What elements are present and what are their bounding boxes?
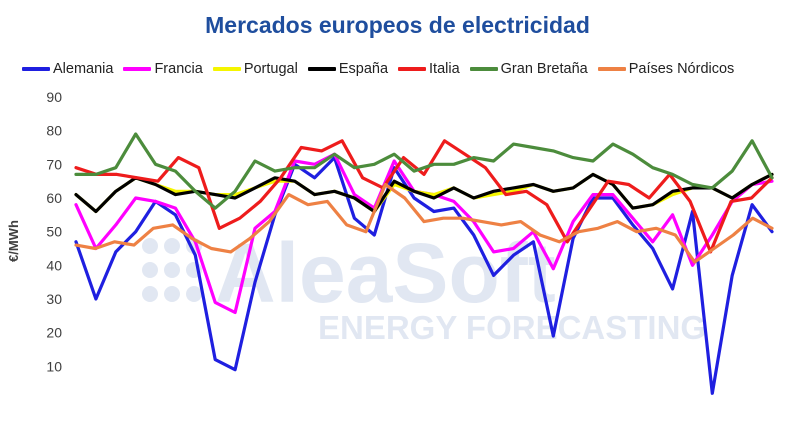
y-tick-label: 20 (46, 325, 62, 341)
y-tick-label: 50 (46, 224, 62, 240)
legend-item: España (307, 61, 389, 77)
y-tick-label: 30 (46, 291, 62, 307)
legend-swatch (123, 67, 152, 71)
series-line-españa (74, 172, 774, 214)
y-tick-label: 80 (46, 123, 62, 139)
legend-label: Alemania (53, 61, 114, 77)
legend-label: Portugal (243, 61, 298, 77)
legend-swatch (469, 67, 498, 71)
legend-swatch (597, 67, 626, 71)
y-tick-label: 10 (46, 358, 62, 374)
y-tick-label: 90 (46, 89, 62, 105)
legend-label: Países Nórdicos (628, 61, 735, 77)
legend-item: Francia (123, 61, 203, 77)
legend-label: Italia (429, 61, 460, 77)
legend-item: Portugal (212, 61, 298, 77)
series-line-alemania (74, 156, 774, 395)
legend-label: Francia (154, 61, 203, 77)
legend-label: Gran Bretaña (500, 61, 588, 77)
legend-item: Gran Bretaña (469, 61, 588, 77)
legend: Alemania Francia Portugal España Italia Gran … (22, 60, 734, 78)
series-line-países-nórdicos (74, 182, 774, 264)
legend-swatch (307, 67, 336, 71)
legend-item: Países Nórdicos (597, 61, 735, 77)
series-line-gran-bretaña (74, 132, 774, 210)
y-tick-label: 40 (46, 257, 62, 273)
legend-swatch (398, 67, 427, 71)
y-tick-label: 70 (46, 156, 62, 172)
legend-swatch (212, 67, 241, 71)
legend-item: Italia (398, 61, 460, 77)
series-line-italia (74, 139, 774, 254)
legend-item: Alemania (22, 61, 113, 77)
legend-swatch (22, 67, 50, 71)
y-tick-label: 60 (46, 190, 62, 206)
chart-title: Mercados europeos de electricidad (205, 12, 590, 38)
legend-label: España (338, 61, 389, 77)
